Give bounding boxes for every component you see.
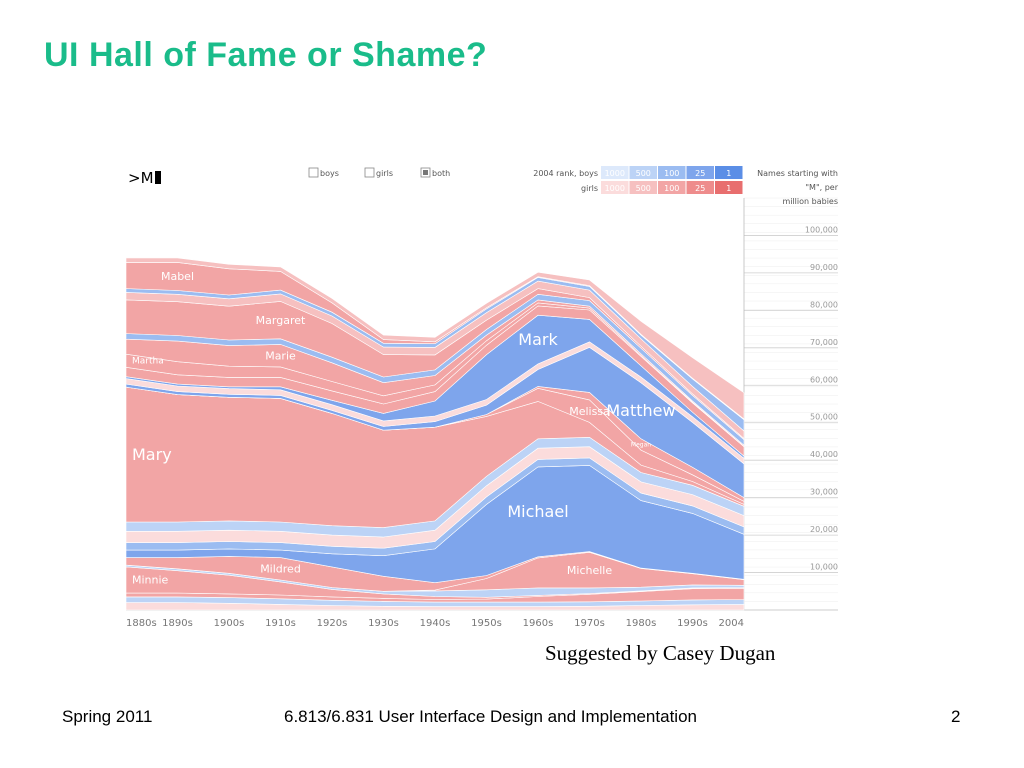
y-tick-label: 70,000 xyxy=(810,338,838,347)
x-tick-label: 1930s xyxy=(368,618,399,629)
x-axis: 1880s 1890s 1900s 1910s 1920s 1930s 1940s 1950s… xyxy=(126,618,744,629)
checkbox-boys-label: boys xyxy=(320,169,339,178)
search-input[interactable]: M xyxy=(141,169,154,187)
text-cursor xyxy=(155,171,161,184)
credit-text: Suggested by Casey Dugan xyxy=(545,641,776,665)
rank-swatch-boys-label: 500 xyxy=(636,169,651,178)
rank-legend: 1000 1000 500 500 100 100 25 25 1 1 xyxy=(601,166,743,194)
y-tick-label: 90,000 xyxy=(810,263,838,272)
area-layers xyxy=(125,257,745,611)
series-label: Michael xyxy=(507,502,568,521)
y-axis-caption: Names starting with "M", per million bab… xyxy=(757,169,839,206)
rank-legend-boys-label: 2004 rank, boys xyxy=(533,169,598,178)
rank-swatch-boys xyxy=(629,166,657,179)
rank-legend-girls-label: girls xyxy=(581,184,598,193)
checkbox-both-label: both xyxy=(432,169,450,178)
x-tick-label: 1970s xyxy=(574,618,605,629)
y-tick-label: 60,000 xyxy=(810,375,838,384)
series-label: Matthew xyxy=(606,401,675,420)
x-tick-label: 1920s xyxy=(317,618,348,629)
x-tick-label: 1960s xyxy=(523,618,554,629)
search-box[interactable]: >M xyxy=(128,169,161,187)
y-tick-label: 40,000 xyxy=(810,450,838,459)
stacked-area-chart: MinnieMichelleMildredMichaelMaryMelissaM… xyxy=(125,166,839,629)
rank-swatch-girls-label: 100 xyxy=(664,184,679,193)
rank-swatch-boys xyxy=(601,166,629,179)
y-tick-label: 30,000 xyxy=(810,488,838,497)
series-label: Mary xyxy=(132,445,172,464)
y-tick-label: 50,000 xyxy=(810,413,838,422)
series-label: Mark xyxy=(518,330,558,349)
checkbox-girls-box[interactable] xyxy=(364,167,375,178)
rank-swatch-boys xyxy=(715,166,743,179)
search-prefix: > xyxy=(128,169,141,187)
rank-swatch-girls xyxy=(715,181,743,194)
series-label: Mildred xyxy=(260,562,301,575)
x-tick-label: 1890s xyxy=(162,618,193,629)
series-label: Martha xyxy=(132,357,164,367)
y-caption-line-2: "M", per xyxy=(805,183,838,192)
series-label: Margaret xyxy=(256,314,306,327)
series-label: Mabel xyxy=(161,270,194,283)
y-axis: 10,000 20,000 30,000 40,000 50,000 60,000 70,0… xyxy=(805,225,838,571)
y-tick-label: 10,000 xyxy=(810,563,838,572)
y-caption-line-1: Names starting with xyxy=(757,169,838,178)
checkbox-girls-label: girls xyxy=(376,169,393,178)
x-tick-label: 1990s xyxy=(677,618,708,629)
x-tick-label: 1940s xyxy=(420,618,451,629)
footer-term: Spring 2011 xyxy=(62,707,153,726)
y-tick-label: 100,000 xyxy=(805,225,838,234)
footer-course: 6.813/6.831 User Interface Design and Im… xyxy=(284,707,697,726)
series-label: Minnie xyxy=(132,574,169,587)
x-tick-label: 2004 xyxy=(719,618,744,629)
rank-swatch-girls xyxy=(658,181,686,194)
x-tick-label: 1950s xyxy=(471,618,502,629)
rank-swatch-girls xyxy=(686,181,714,194)
rank-swatch-boys-label: 1000 xyxy=(605,169,625,178)
x-tick-label: 1880s xyxy=(126,618,157,629)
rank-swatch-girls xyxy=(601,181,629,194)
rank-swatch-boys-label: 1 xyxy=(726,169,731,178)
x-tick-label: 1980s xyxy=(626,618,657,629)
rank-swatch-girls-label: 500 xyxy=(636,184,651,193)
rank-swatch-girls xyxy=(629,181,657,194)
rank-swatch-boys-label: 25 xyxy=(695,169,705,178)
name-voyager-widget: Minnie Michelle Mildred Michael Mary Melissa M… xyxy=(125,158,840,636)
slide-title: UI Hall of Fame or Shame? xyxy=(44,36,488,74)
checkbox-girls[interactable]: girls xyxy=(364,167,393,178)
area-name-25[interactable] xyxy=(125,257,745,420)
rank-swatch-boys xyxy=(658,166,686,179)
rank-swatch-boys xyxy=(686,166,714,179)
checkbox-boys[interactable]: boys xyxy=(308,167,339,178)
x-tick-label: 1900s xyxy=(214,618,245,629)
checkbox-both[interactable]: both xyxy=(420,167,450,178)
y-tick-label: 80,000 xyxy=(810,300,838,309)
y-caption-line-3: million babies xyxy=(782,197,838,206)
series-label: Michelle xyxy=(567,564,612,577)
series-label: Marie xyxy=(265,349,296,362)
series-labels: MinnieMichelleMildredMichaelMaryMelissaM… xyxy=(132,270,676,587)
checkbox-boys-box[interactable] xyxy=(308,167,319,178)
rank-swatch-girls-label: 25 xyxy=(695,184,705,193)
footer-page-number: 2 xyxy=(951,707,961,726)
series-label: Melissa xyxy=(569,405,610,418)
rank-swatch-boys-label: 100 xyxy=(664,169,679,178)
rank-swatch-girls-label: 1 xyxy=(726,184,731,193)
rank-swatch-girls-label: 1000 xyxy=(605,184,625,193)
svg-text:>M: >M xyxy=(128,169,154,187)
checkbox-both-check xyxy=(423,170,428,175)
y-tick-label: 20,000 xyxy=(810,525,838,534)
series-label: Megan xyxy=(631,441,651,448)
x-tick-label: 1910s xyxy=(265,618,296,629)
